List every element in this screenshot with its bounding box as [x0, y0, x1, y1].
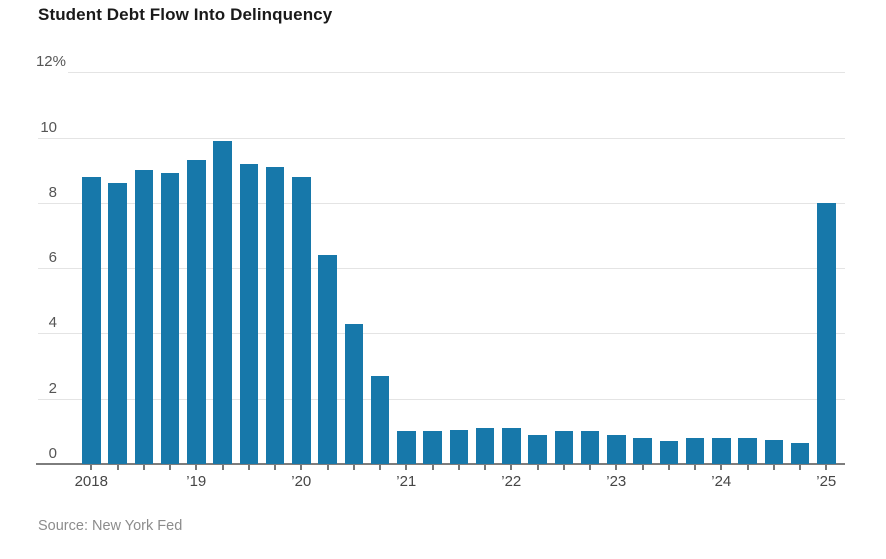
bar-2019-q2 — [213, 140, 232, 464]
bar-2023-q1 — [607, 434, 626, 464]
y-axis-label-6: 6 — [48, 249, 57, 267]
bar-2021-q2 — [423, 431, 442, 464]
x-tick-1 — [116, 465, 119, 470]
x-tick-11 — [379, 465, 381, 470]
x-tick-13 — [431, 465, 434, 470]
x-axis-label-2018: 2018 — [74, 473, 108, 490]
x-axis-label-25: ’25 — [816, 473, 837, 490]
x-axis-label-19: ’19 — [186, 473, 207, 490]
bar-2024-q3 — [764, 439, 783, 464]
y-gridline-2 — [38, 398, 845, 400]
y-axis-label-4: 4 — [48, 314, 57, 332]
bar-2023-q3 — [659, 441, 678, 464]
x-tick-6 — [247, 465, 250, 470]
bar-2019-q4 — [265, 166, 285, 464]
x-tick-4 — [195, 465, 198, 470]
bar-2024-q2 — [738, 437, 757, 464]
x-tick-3 — [169, 465, 171, 470]
bar-2021-q1 — [397, 431, 416, 464]
y-gridline-6 — [38, 268, 845, 270]
y-axis-label-8: 8 — [48, 183, 57, 201]
x-tick-28 — [825, 465, 828, 470]
x-tick-8 — [300, 465, 303, 470]
y-axis-label-0: 0 — [48, 445, 57, 462]
bar-2018-q2 — [108, 183, 127, 464]
x-tick-2 — [142, 465, 145, 470]
bar-2020-q4 — [370, 375, 390, 464]
x-tick-25 — [746, 465, 749, 470]
y-axis-label-10: 10 — [40, 118, 57, 136]
bar-2022-q4 — [580, 431, 600, 464]
x-tick-16 — [510, 465, 513, 470]
x-axis-label-20: ’20 — [291, 473, 312, 490]
bar-2023-q2 — [633, 437, 652, 464]
bar-2022-q2 — [528, 434, 547, 464]
y-gridline-4 — [38, 333, 845, 335]
bar-2019-q3 — [239, 163, 258, 464]
source-note: Source: New York Fed — [38, 518, 183, 534]
bar-2018-q1 — [82, 176, 101, 464]
y-axis-label-12: 12% — [35, 53, 66, 71]
x-axis-label-21: ’21 — [396, 473, 417, 490]
x-tick-19 — [589, 465, 591, 470]
y-gridline-8 — [38, 202, 845, 204]
chart-title: Student Debt Flow Into Delinquency — [38, 5, 333, 24]
bar-2021-q3 — [449, 429, 468, 464]
x-tick-18 — [562, 465, 565, 470]
y-gridline-12 — [68, 72, 845, 74]
bar-2020-q1 — [292, 176, 311, 464]
bar-2024-q4 — [790, 442, 810, 464]
x-tick-20 — [615, 465, 618, 470]
x-tick-5 — [221, 465, 224, 470]
bar-2024-q1 — [712, 437, 731, 464]
x-tick-21 — [641, 465, 644, 470]
y-axis-label-2: 2 — [48, 379, 57, 397]
x-tick-9 — [326, 465, 329, 470]
x-tick-7 — [274, 465, 276, 470]
x-tick-26 — [772, 465, 775, 470]
x-tick-14 — [457, 465, 460, 470]
x-axis-label-22: ’22 — [501, 473, 522, 490]
x-axis-label-24: ’24 — [711, 473, 732, 490]
bar-2020-q3 — [344, 323, 363, 464]
y-gridline-10 — [38, 137, 845, 139]
x-tick-0 — [90, 465, 93, 470]
x-tick-10 — [352, 465, 355, 470]
bar-2019-q1 — [187, 160, 206, 464]
x-tick-23 — [694, 465, 696, 470]
x-axis-label-23: ’23 — [606, 473, 627, 490]
x-tick-24 — [720, 465, 723, 470]
bar-2020-q2 — [318, 255, 337, 464]
x-tick-12 — [405, 465, 408, 470]
bar-2023-q4 — [685, 437, 705, 464]
x-tick-17 — [536, 465, 539, 470]
bar-2025-q1 — [817, 202, 836, 464]
bar-2018-q3 — [134, 170, 153, 464]
bar-2021-q4 — [475, 428, 495, 464]
bar-2018-q4 — [160, 173, 180, 464]
bar-2022-q1 — [502, 428, 521, 464]
bar-2022-q3 — [554, 431, 573, 464]
x-tick-27 — [799, 465, 801, 470]
x-tick-22 — [667, 465, 670, 470]
x-tick-15 — [484, 465, 486, 470]
x-axis-line — [36, 463, 845, 465]
